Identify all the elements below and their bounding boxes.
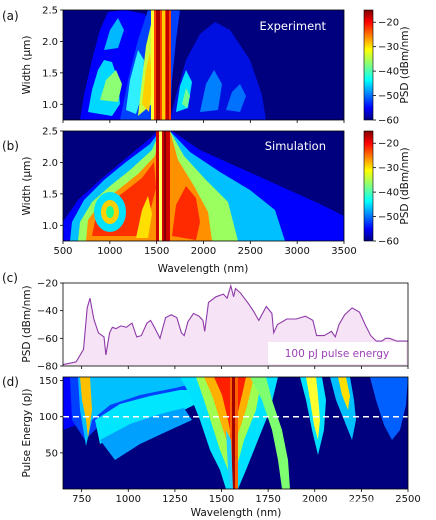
d-xtick-label: 1750 xyxy=(255,494,280,505)
b-xtick-label: 1500 xyxy=(144,246,169,257)
colorbar-tick-label: −40 xyxy=(378,188,399,199)
b-xtick-label: 2000 xyxy=(191,246,216,257)
b-xtick-label: 500 xyxy=(53,246,72,257)
yticks-b: 1.0 1.5 2.0 2.5 xyxy=(42,127,63,232)
colorbar-a-label: PSD (dBm/nm) xyxy=(399,26,411,103)
colorbar-b-ticks: −20 −30 −40 −50 −60 xyxy=(373,139,399,248)
colorbar-tick-label: −20 xyxy=(378,18,399,29)
heatmap-d xyxy=(63,377,408,489)
psd-line xyxy=(62,283,408,366)
xticks-a xyxy=(62,120,345,123)
panel-a: (a) Experiment Width (μm) 1.0 1.5 2.0 2.5 xyxy=(2,6,345,123)
legend-box xyxy=(268,342,406,364)
axes-c-frame xyxy=(62,282,409,367)
ylabel-b: Width (μm) xyxy=(21,157,33,216)
xticks-b: 500 1000 1500 2000 2500 3000 3500 xyxy=(53,241,357,257)
d-xtick-label: 1500 xyxy=(209,494,234,505)
inset-label-b: Simulation xyxy=(265,139,326,153)
d-xtick-label: 1250 xyxy=(162,494,187,505)
panel-b: (b) Simulation Width (μm) Wavelength (nm… xyxy=(2,127,357,276)
colorbar-tick-label: −30 xyxy=(378,42,399,53)
b-ytick-label: 1.0 xyxy=(42,221,58,232)
legend-label: 100 pJ pulse energy xyxy=(285,348,390,360)
a-ytick-label: 1.5 xyxy=(42,68,58,79)
d-xtick-label: 1000 xyxy=(116,494,141,505)
colorbar-a-ticks: −20 −30 −40 −50 −60 xyxy=(373,18,399,127)
a-ytick-label: 2.0 xyxy=(42,37,58,48)
heatmap-b xyxy=(63,131,344,241)
c-ytick-label: −40 xyxy=(37,306,58,317)
colorbar-tick-label: −40 xyxy=(378,67,399,78)
b-xtick-label: 2500 xyxy=(238,246,263,257)
ylabel-d: Pulse Energy (pJ) xyxy=(21,388,33,477)
d-xtick-label: 2250 xyxy=(349,494,374,505)
d-ytick-label: 150 xyxy=(39,376,58,387)
d-ytick-label: 50 xyxy=(45,448,58,459)
a-ytick-label: 1.0 xyxy=(42,100,58,111)
colorbar-b-label: PSD (dBm/nm) xyxy=(399,147,411,224)
axes-d-frame xyxy=(62,376,409,490)
ylabel-c: PSD (dBm/nm) xyxy=(21,285,33,362)
colorbar-a-gradient xyxy=(363,9,374,121)
yticks-a: 1.0 1.5 2.0 2.5 xyxy=(42,6,63,111)
xticks-d: 750 1000 1250 1500 1750 2000 2250 2500 xyxy=(72,489,421,505)
c-ytick-label: −20 xyxy=(37,279,58,290)
d-xtick-label: 2500 xyxy=(395,494,420,505)
panel-label-a: (a) xyxy=(2,9,19,23)
b-ytick-label: 2.0 xyxy=(42,158,58,169)
panel-label-b: (b) xyxy=(2,139,19,153)
b-xtick-label: 3500 xyxy=(331,246,356,257)
colorbar-tick-label: −60 xyxy=(378,116,399,127)
heatmap-a xyxy=(63,10,344,120)
colorbar-b: −20 −30 −40 −50 −60 PSD (dBm/nm) xyxy=(363,130,411,248)
c-ytick-label: −80 xyxy=(37,362,58,373)
b-xtick-label: 3000 xyxy=(284,246,309,257)
panel-label-c: (c) xyxy=(2,271,18,285)
xlabel-d: Wavelength (nm) xyxy=(191,507,282,519)
yticks-c: −20 −40 −60 −80 xyxy=(37,279,63,373)
b-xtick-label: 1000 xyxy=(97,246,122,257)
panel-d: (d) Pulse Energy (pJ) Wavelength (nm) 50… xyxy=(2,375,421,519)
colorbar-tick-label: −50 xyxy=(378,212,399,223)
panel-label-d: (d) xyxy=(2,375,19,389)
d-xtick-label: 2000 xyxy=(302,494,327,505)
d-ytick-label: 100 xyxy=(39,412,58,423)
c-ytick-label: −60 xyxy=(37,334,58,345)
b-ytick-label: 1.5 xyxy=(42,189,58,200)
colorbar-tick-label: −20 xyxy=(378,139,399,150)
b-ytick-label: 2.5 xyxy=(42,127,58,138)
watermark: 公众号 · 光学加工小助手 xyxy=(296,498,406,511)
colorbar-a: −20 −30 −40 −50 −60 PSD (dBm/nm) xyxy=(363,9,411,127)
colorbar-tick-label: −50 xyxy=(378,91,399,102)
xticks-c xyxy=(81,366,409,369)
colorbar-tick-label: −60 xyxy=(378,237,399,248)
panel-c: 100 pJ pulse energy (c) PSD (dBm/nm) −20… xyxy=(2,271,409,373)
ylabel-a: Width (μm) xyxy=(21,36,33,95)
inset-label-a: Experiment xyxy=(260,19,327,33)
yticks-d: 50 100 150 xyxy=(39,376,63,459)
d-xtick-label: 750 xyxy=(72,494,91,505)
colorbar-tick-label: −30 xyxy=(378,163,399,174)
colorbar-b-gradient xyxy=(363,130,374,242)
a-ytick-label: 2.5 xyxy=(42,6,58,17)
xlabel-b: Wavelength (nm) xyxy=(158,263,249,275)
